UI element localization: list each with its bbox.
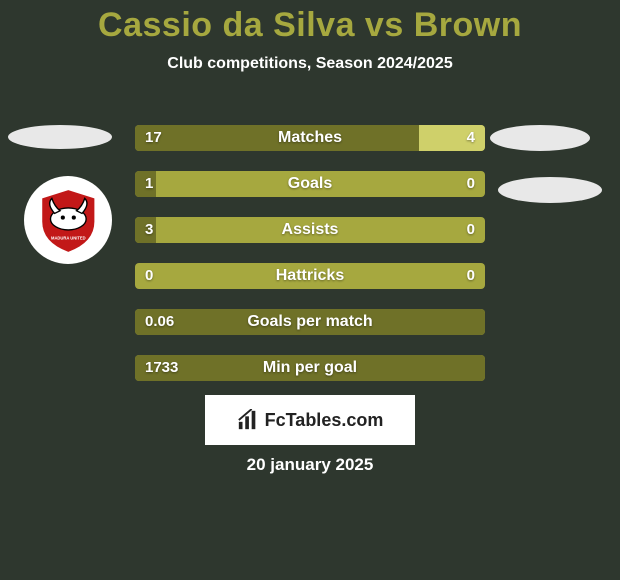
stat-label: Goals per match: [135, 309, 485, 335]
subtitle: Club competitions, Season 2024/2025: [0, 55, 620, 73]
stat-value-left: 17: [145, 125, 162, 151]
stat-value-left: 1733: [145, 355, 178, 381]
stat-row: Hattricks0 0: [135, 263, 485, 289]
comparison-bars: Matches174Goals10Assists30Hattricks00Goa…: [135, 125, 485, 401]
chart-icon: [237, 409, 259, 431]
stat-value-left: 3: [145, 217, 153, 243]
club-crest-icon: MADURA UNITED: [34, 186, 103, 255]
stat-row: Min per goal1733: [135, 355, 485, 381]
club-badge-left: MADURA UNITED: [24, 176, 112, 264]
footer-attribution: FcTables.com: [205, 395, 415, 445]
svg-text:MADURA UNITED: MADURA UNITED: [51, 235, 86, 240]
date-line: 20 january 2025: [0, 455, 620, 475]
stat-label: Hattricks: [135, 263, 485, 289]
page-title: Cassio da Silva vs Brown: [0, 0, 620, 45]
stat-label: Matches: [135, 125, 485, 151]
stat-label: Goals: [135, 171, 485, 197]
player-left-placeholder: [8, 125, 112, 149]
stat-value-left: 0: [145, 263, 153, 289]
stat-value-left: 0.06: [145, 309, 174, 335]
footer-logo-text: FcTables.com: [265, 410, 384, 431]
stat-row: Matches17 4: [135, 125, 485, 151]
stat-value-left: 1: [145, 171, 153, 197]
stat-row: Assists3 0: [135, 217, 485, 243]
stat-value-right: 0: [467, 171, 475, 197]
stat-value-right: 0: [467, 217, 475, 243]
stat-row: Goals1 0: [135, 171, 485, 197]
stat-label: Assists: [135, 217, 485, 243]
player-right-placeholder-1: [490, 125, 590, 151]
stat-row: Goals per match0.06: [135, 309, 485, 335]
stat-label: Min per goal: [135, 355, 485, 381]
player-right-placeholder-2: [498, 177, 602, 203]
stat-value-right: 0: [467, 263, 475, 289]
stat-value-right: 4: [467, 125, 475, 151]
